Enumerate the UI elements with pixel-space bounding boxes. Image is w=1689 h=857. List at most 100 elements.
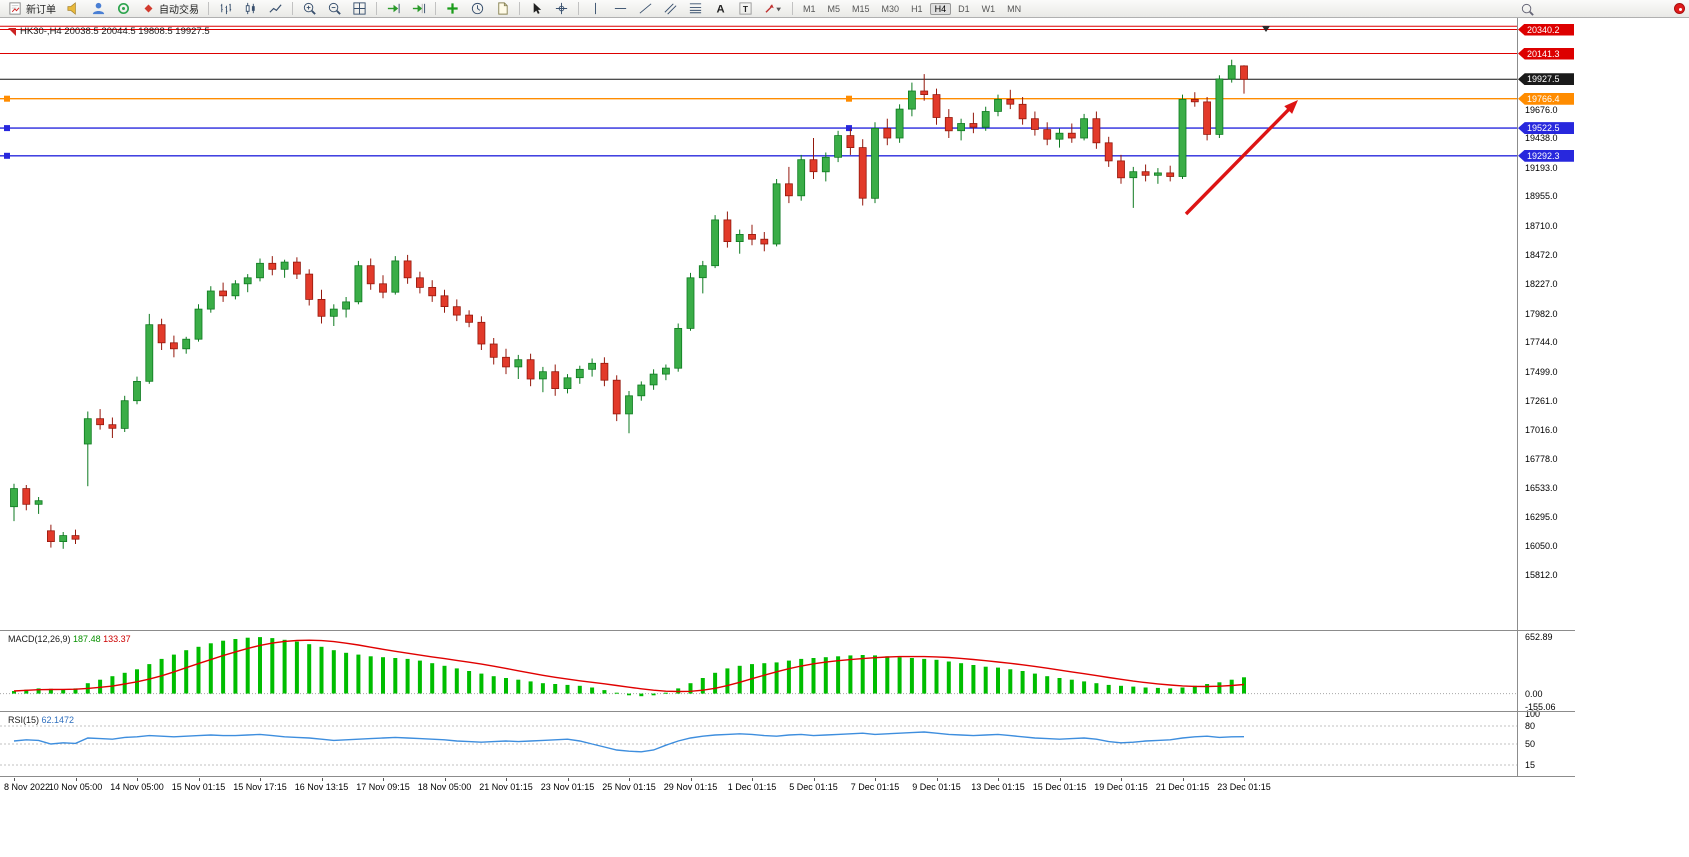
tab-timeframe-d1[interactable]: D1 (958, 3, 970, 14)
bar-chart-button[interactable] (214, 1, 237, 17)
channel-tool-button[interactable] (659, 1, 682, 17)
candle-body (1055, 132, 1064, 140)
time-tick (444, 778, 446, 781)
macd-bar (319, 646, 324, 694)
horizontal-line-icon (614, 8, 627, 9)
candle-body (219, 290, 228, 297)
person-icon (92, 2, 105, 15)
chart-shift-button[interactable] (407, 1, 430, 17)
candle-body (120, 400, 129, 429)
new-order-button[interactable]: 新订单 (4, 1, 60, 17)
candle-body (1178, 99, 1187, 177)
notification-badge[interactable] (1674, 3, 1685, 14)
symbol-ohlc-text: HK30-,H4 20038.5 20044.5 19808.5 19927.5 (20, 26, 210, 37)
tile-windows-button[interactable] (348, 1, 371, 17)
macd-bar (860, 655, 865, 694)
zoom-in-icon (303, 2, 316, 15)
time-tick (1182, 778, 1184, 781)
text-tool-button[interactable]: A (709, 1, 732, 17)
time-tick (875, 778, 876, 781)
tab-timeframe-m30[interactable]: M30 (881, 3, 900, 14)
macd-bar (270, 638, 275, 694)
svg-text:A: A (716, 3, 724, 15)
tab-timeframe-m15[interactable]: M15 (852, 3, 870, 14)
line-chart-button[interactable] (264, 1, 287, 17)
tab-timeframe-m5[interactable]: M5 (827, 3, 841, 14)
candle-body (711, 219, 719, 267)
candle-body (612, 379, 621, 415)
rsi-canvas[interactable] (0, 712, 1517, 776)
macd-bar (1192, 685, 1197, 694)
label-tool-button[interactable]: T (734, 1, 757, 17)
time-tick (1121, 778, 1122, 781)
template-icon (498, 2, 508, 15)
vertical-line-icon (595, 2, 596, 15)
hline-tool-button[interactable] (609, 1, 632, 17)
main-chart-canvas[interactable] (0, 18, 1517, 630)
macd-splitter[interactable] (0, 630, 1575, 631)
macd-bar (959, 663, 964, 694)
tab-timeframe-m1[interactable]: M1 (803, 3, 816, 14)
auto-scroll-button[interactable] (382, 1, 405, 17)
time-label: 9 Dec 01:15 (912, 782, 961, 792)
tab-timeframe-mn[interactable]: MN (1007, 3, 1022, 14)
zoom-in-button[interactable] (298, 1, 321, 17)
trendline-tool-button[interactable] (634, 1, 657, 17)
profile-button[interactable] (87, 1, 110, 17)
candle-body (895, 108, 904, 139)
macd-bar (774, 662, 779, 694)
vline-tool-button[interactable] (584, 1, 607, 17)
tab-timeframe-w1[interactable]: W1 (981, 3, 996, 14)
shapes-tool-button[interactable] (759, 1, 787, 17)
autotrade-button[interactable]: 自动交易 (137, 1, 203, 17)
time-label: 21 Dec 01:15 (1155, 782, 1210, 792)
macd-scale-label: -155.06 (1525, 702, 1556, 712)
community-button[interactable] (112, 1, 135, 17)
candle-body (600, 362, 609, 381)
periods-button[interactable] (466, 1, 489, 17)
time-label: 16 Nov 13:15 (294, 782, 349, 792)
candle-body (637, 384, 646, 397)
candle-body (908, 90, 916, 110)
macd-canvas[interactable] (0, 631, 1517, 711)
macd-bar (848, 655, 853, 694)
candle-chart-button[interactable] (239, 1, 262, 17)
macd-bar (1020, 671, 1025, 694)
rsi-panel[interactable]: RSI(15) 62.1472 (0, 712, 1517, 776)
cursor-tool-button[interactable] (525, 1, 548, 17)
macd-bar (258, 637, 262, 694)
zoom-out-button[interactable] (323, 1, 346, 17)
candle-body (1104, 142, 1113, 162)
macd-panel[interactable]: MACD(12,26,9) 187.48 133.37 (0, 631, 1517, 711)
candle-body (1006, 99, 1015, 105)
time-label: 7 Dec 01:15 (850, 782, 900, 792)
time-label: 29 Nov 01:15 (663, 782, 718, 792)
macd-bar (1045, 676, 1050, 694)
macd-bar (122, 672, 127, 694)
candle-body (108, 424, 117, 429)
macd-bar (885, 656, 890, 694)
tab-timeframe-h1[interactable]: H1 (911, 3, 923, 14)
time-tick (75, 778, 77, 781)
rsi-splitter[interactable] (0, 711, 1575, 712)
candle-body (342, 301, 351, 310)
candle-body (821, 156, 830, 173)
templates-button[interactable] (491, 1, 514, 17)
time-axis-splitter[interactable] (0, 776, 1575, 777)
autotrade-icon (144, 4, 153, 13)
shift-marker (1262, 26, 1270, 32)
search-button[interactable] (1516, 1, 1539, 17)
candle-body (133, 380, 141, 402)
alerts-button[interactable] (62, 1, 85, 17)
main-chart[interactable]: HK30-,H4 20038.5 20044.5 19808.5 19927.5 (0, 18, 1517, 630)
macd-bar (1094, 683, 1099, 694)
fibonacci-tool-button[interactable] (684, 1, 707, 17)
crosshair-tool-button[interactable] (550, 1, 573, 17)
tab-timeframe-h4[interactable]: H4 (929, 2, 952, 15)
price-scale[interactable]: 19676.0 19438.0 19193.0 18955.0 18710.0 18472… (1517, 18, 1575, 777)
time-axis[interactable]: 8 Nov 2022 10 Nov 05:00 14 Nov 05:00 15 Nov… (0, 777, 1575, 796)
macd-bar (996, 667, 1000, 694)
indicators-button[interactable] (441, 1, 464, 17)
candle-body (59, 535, 68, 542)
candle-body (83, 418, 92, 445)
